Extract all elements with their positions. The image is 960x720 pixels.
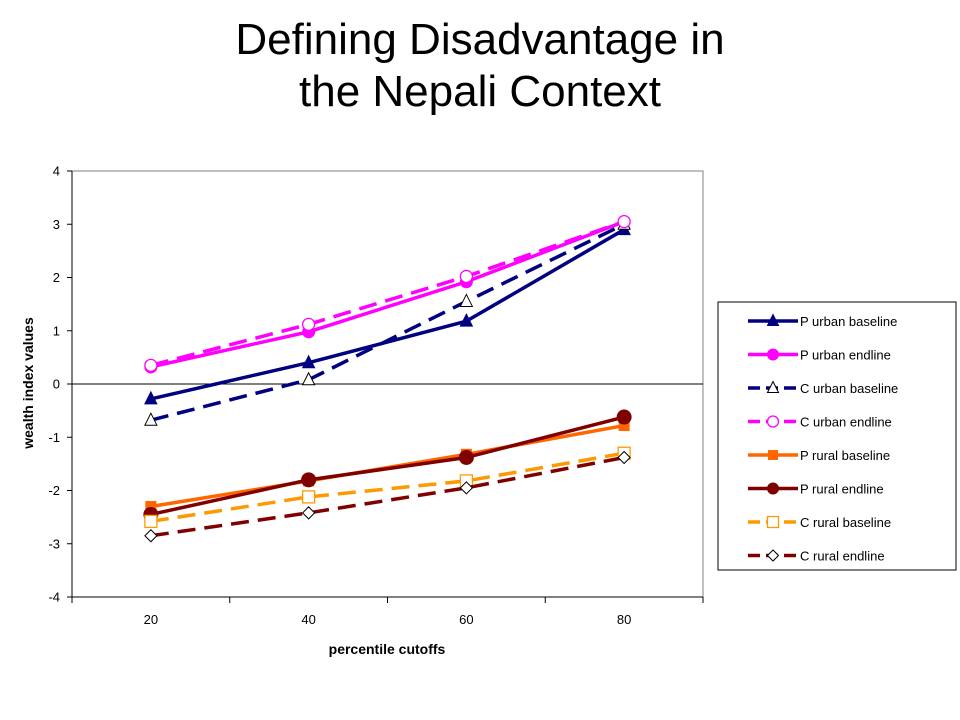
data-point — [459, 269, 474, 284]
x-tick-label: 20 — [144, 612, 158, 627]
y-tick-label: -1 — [48, 430, 60, 445]
legend-label: C rural endline — [800, 549, 885, 564]
y-tick-label: 2 — [53, 270, 60, 285]
data-point — [616, 409, 632, 425]
data-point — [301, 371, 316, 386]
x-axis-title: percentile cutoffs — [329, 641, 446, 657]
legend-item: C urban endline — [748, 415, 892, 430]
series-layer — [143, 214, 632, 543]
legend-label: P rural endline — [800, 482, 884, 497]
y-tick-label: -2 — [48, 483, 60, 498]
legend-item: P urban baseline — [748, 313, 897, 329]
y-axis-title: wealth index values — [20, 317, 36, 450]
y-tick-label: -3 — [48, 536, 60, 551]
legend-item: P rural endline — [748, 482, 884, 497]
legend-label: P rural baseline — [800, 448, 890, 463]
data-point — [617, 450, 631, 465]
series-line — [150, 222, 625, 422]
slide-title: Defining Disadvantage in the Nepali Cont… — [0, 14, 960, 118]
legend-marker — [766, 549, 780, 562]
legend-label: C urban baseline — [800, 381, 898, 396]
y-tick-label: 1 — [53, 323, 60, 338]
legend-marker — [767, 482, 779, 495]
y-tick-label: 3 — [53, 217, 60, 232]
y-tick-label: 4 — [53, 164, 60, 179]
chart-legend: P urban baseline P urban endline C urban b… — [717, 301, 957, 571]
series-c-rural-baseline — [144, 446, 631, 529]
y-axis: 4 3 2 1 0 -1 -2 -3 -4 — [48, 164, 73, 605]
series-c-urban-endline — [144, 214, 631, 373]
data-point — [459, 481, 474, 495]
x-axis: 20 40 60 80 — [71, 596, 704, 627]
legend-label: C urban endline — [800, 415, 892, 430]
series-p-rural-endline — [143, 409, 632, 522]
legend-item: C urban baseline — [748, 380, 898, 396]
legend-marker — [768, 450, 778, 460]
legend-marker — [766, 380, 780, 393]
data-point — [301, 354, 316, 369]
x-tick-label: 60 — [459, 612, 473, 627]
legend-label: P urban baseline — [800, 314, 897, 329]
x-tick-label: 40 — [301, 612, 315, 627]
series-line — [150, 219, 625, 369]
data-point — [301, 317, 316, 332]
data-point — [301, 490, 316, 504]
legend-label: P urban endline — [800, 348, 891, 363]
legend-marker — [766, 313, 780, 326]
data-point — [617, 214, 631, 229]
data-point — [144, 358, 158, 373]
y-tick-label: -4 — [48, 590, 60, 605]
legend-box — [717, 301, 957, 571]
series-line — [150, 415, 625, 517]
data-point — [459, 313, 474, 327]
data-point — [458, 449, 474, 465]
data-point — [144, 529, 158, 543]
data-point — [144, 412, 158, 426]
y-tick-label: 0 — [53, 377, 60, 392]
plot-area — [71, 170, 704, 598]
data-point — [301, 472, 317, 488]
slide-title-line-2: the Nepali Context — [299, 67, 661, 116]
data-point — [459, 293, 474, 307]
legend-item: P rural baseline — [748, 448, 890, 463]
series-c-rural-endline — [144, 450, 631, 543]
legend-item: P urban endline — [748, 348, 891, 363]
legend-marker — [766, 415, 780, 428]
legend-marker — [766, 515, 780, 529]
x-tick-label: 80 — [617, 612, 631, 627]
legend-marker — [767, 348, 779, 361]
data-point — [301, 506, 316, 520]
data-point — [144, 514, 158, 529]
legend-label: C rural baseline — [800, 515, 891, 530]
data-point — [144, 390, 158, 405]
legend-item: C rural baseline — [748, 515, 891, 530]
legend-item: C rural endline — [748, 549, 885, 564]
series-line — [150, 219, 625, 368]
slide-title-line-1: Defining Disadvantage in — [235, 15, 725, 64]
